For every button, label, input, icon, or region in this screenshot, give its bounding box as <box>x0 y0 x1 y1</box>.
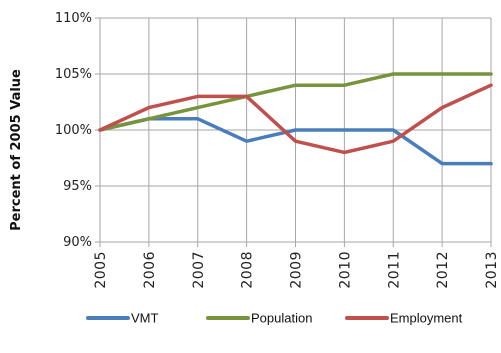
x-tick-label: 2010 <box>337 251 353 289</box>
series-line-employment <box>98 83 493 155</box>
legend-label-vmt: VMT <box>131 311 159 326</box>
legend: VMT Population Employment <box>86 311 463 326</box>
x-tick-labels: 2005 2006 2007 2008 2009 2010 2011 2012 2013 <box>93 251 500 289</box>
legend-label-population: Population <box>251 311 312 326</box>
x-tick-label: 2012 <box>435 251 451 289</box>
series-line-vmt <box>98 117 493 166</box>
grid-lines <box>95 17 492 247</box>
y-tick-label: 105% <box>55 67 92 82</box>
x-tick-label: 2005 <box>93 251 109 289</box>
x-tick-label: 2007 <box>191 251 207 289</box>
series-line-population <box>98 72 493 132</box>
y-axis-label: Percent of 2005 Value <box>9 69 24 231</box>
x-tick-label: 2008 <box>240 251 256 289</box>
y-tick-label: 110% <box>55 11 92 26</box>
x-tick-label: 2009 <box>289 251 305 289</box>
x-tick-label: 2011 <box>386 251 402 289</box>
y-tick-label: 95% <box>63 179 92 194</box>
y-tick-labels: 90% 95% 100% 105% 110% <box>55 11 92 250</box>
legend-label-employment: Employment <box>390 311 463 326</box>
x-tick-label: 2006 <box>142 251 158 289</box>
series-lines <box>98 72 493 166</box>
x-tick-label: 2013 <box>484 251 500 289</box>
y-tick-label: 90% <box>63 235 92 250</box>
y-tick-label: 100% <box>55 123 92 138</box>
